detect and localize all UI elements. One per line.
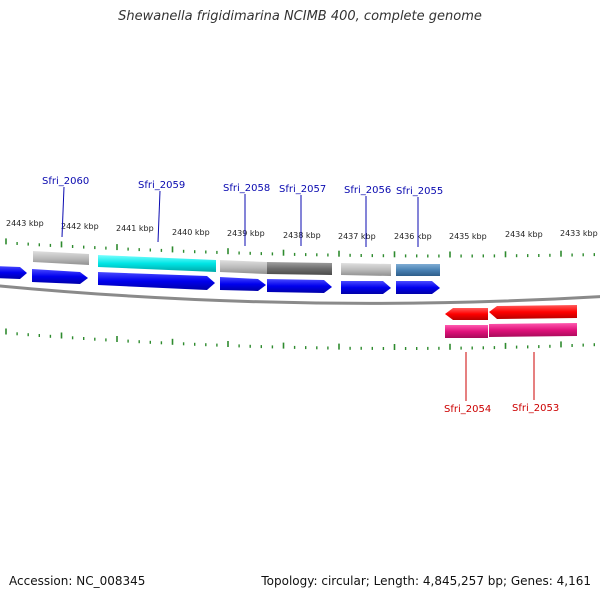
feature-bar-gray [220, 260, 267, 274]
cds-arrow [267, 279, 332, 293]
cds-reverse [445, 305, 577, 320]
feature-bar-gray [341, 263, 391, 276]
feature-bars-forward [33, 251, 440, 276]
genome-backbone [0, 284, 600, 305]
cds-arrow [396, 281, 440, 294]
ruler-label: 2440 kbp [172, 228, 210, 237]
gene-label-sfri-2054: Sfri_2054 [444, 404, 491, 415]
cds-arrow [98, 272, 215, 290]
ruler-labels: 2443 kbp 2442 kbp 2441 kbp 2440 kbp 2439… [6, 219, 598, 241]
ruler-label: 2435 kbp [449, 232, 487, 241]
ruler-ticks-lower [5, 328, 595, 350]
gene-label-sfri-2053: Sfri_2053 [512, 403, 559, 414]
gene-labels-reverse: Sfri_2054 Sfri_2053 [444, 403, 559, 415]
cds-forward [0, 266, 440, 294]
gene-label-sfri-2057: Sfri_2057 [279, 184, 326, 195]
cds-arrow [341, 281, 391, 294]
feature-bars-reverse [445, 323, 577, 338]
ruler-label: 2441 kbp [116, 224, 154, 233]
feature-bar-gray [33, 251, 89, 265]
ruler-ticks-upper [5, 238, 595, 258]
cds-arrow [220, 277, 266, 291]
ruler-label: 2443 kbp [6, 219, 44, 228]
gene-label-sfri-2056: Sfri_2056 [344, 185, 391, 196]
label-leaders-reverse [465, 352, 535, 401]
ruler-label: 2437 kbp [338, 232, 376, 241]
cds-arrow [32, 269, 88, 284]
ruler-label: 2436 kbp [394, 232, 432, 241]
gene-label-sfri-2060: Sfri_2060 [42, 176, 89, 187]
feature-bar-steel-blue [396, 264, 440, 276]
label-leaders-forward [61, 186, 419, 247]
gene-label-sfri-2055: Sfri_2055 [396, 186, 443, 197]
genome-title: Shewanella frigidimarina NCIMB 400, comp… [118, 9, 482, 24]
ruler-label: 2439 kbp [227, 229, 265, 238]
gene-label-sfri-2058: Sfri_2058 [223, 183, 270, 194]
ruler-label: 2438 kbp [283, 231, 321, 240]
cds-arrow [445, 308, 488, 320]
cds-arrow [489, 305, 577, 319]
feature-bar-magenta [489, 323, 577, 337]
ruler-label: 2442 kbp [61, 222, 99, 231]
feature-bar-dark-gray [267, 262, 332, 275]
accession-label: Accession: NC_008345 [9, 574, 146, 588]
gene-labels-forward: Sfri_2060 Sfri_2059 Sfri_2058 Sfri_2057 … [42, 176, 443, 197]
feature-bar-cyan [98, 255, 216, 272]
topology-summary: Topology: circular; Length: 4,845,257 bp… [261, 574, 591, 588]
ruler-label: 2433 kbp [560, 229, 598, 238]
feature-bar-magenta [445, 325, 488, 338]
cds-arrow [0, 266, 27, 279]
gene-label-sfri-2059: Sfri_2059 [138, 180, 185, 191]
ruler-label: 2434 kbp [505, 230, 543, 239]
